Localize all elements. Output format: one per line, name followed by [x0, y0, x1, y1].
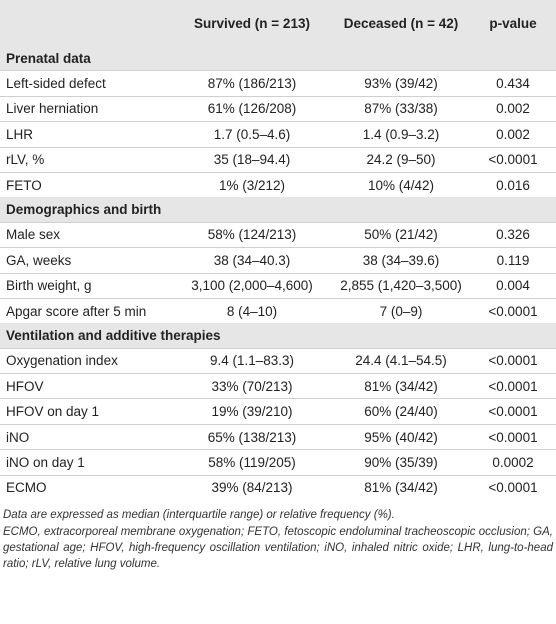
data-row: Apgar score after 5 min 8 (4–10) 7 (0–9) <0…: [0, 297, 556, 324]
section-row: Prenatal data: [0, 46, 556, 71]
cell: <0.0001: [470, 474, 556, 501]
footnote: ECMO, extracorporeal membrane oxygenatio…: [3, 526, 553, 571]
cell: 33% (70/213): [172, 373, 332, 399]
row-label: Left-sided defect: [0, 70, 172, 97]
row-label: Liver herniation: [0, 95, 172, 122]
cell: 0.016: [470, 171, 556, 198]
data-row: Male sex 58% (124/213) 50% (21/42) 0.326: [0, 221, 556, 248]
row-label: Birth weight, g: [0, 272, 172, 299]
row-label: FETO: [0, 171, 172, 198]
cell: 38 (34–39.6): [332, 247, 470, 274]
row-label: HFOV: [0, 373, 172, 399]
data-row: HFOV on day 1 19% (39/210) 60% (24/40) <0.0…: [0, 398, 556, 425]
cell: 3,100 (2,000–4,600): [172, 272, 332, 299]
cell: 10% (4/42): [332, 171, 470, 198]
cell: 7 (0–9): [332, 297, 470, 324]
table-header: Survived (n = 213) Deceased (n = 42) p-val…: [0, 0, 556, 46]
cell: 95% (40/42): [332, 423, 470, 450]
cell: 19% (39/210): [172, 398, 332, 425]
cell: <0.0001: [470, 347, 556, 374]
row-label: HFOV on day 1: [0, 398, 172, 425]
cell: 61% (126/208): [172, 95, 332, 122]
data-table: Survived (n = 213) Deceased (n = 42) p-val…: [0, 0, 556, 501]
row-label: LHR: [0, 121, 172, 148]
row-label: Male sex: [0, 221, 172, 248]
data-row: Liver herniation 61% (126/208) 87% (33/38)…: [0, 95, 556, 122]
cell: 93% (39/42): [332, 70, 470, 97]
cell: 1.7 (0.5–4.6): [172, 121, 332, 148]
data-row: GA, weeks 38 (34–40.3) 38 (34–39.6) 0.119: [0, 247, 556, 274]
row-label: Apgar score after 5 min: [0, 297, 172, 324]
cell: 60% (24/40): [332, 398, 470, 425]
cell: 0.119: [470, 247, 556, 274]
cell: <0.0001: [470, 398, 556, 425]
cell: 81% (34/42): [332, 474, 470, 501]
cell: 0.002: [470, 121, 556, 148]
cell: 0.004: [470, 272, 556, 299]
data-row: LHR 1.7 (0.5–4.6) 1.4 (0.9–3.2) 0.002: [0, 121, 556, 148]
cell: 38 (34–40.3): [172, 247, 332, 274]
section-row: Demographics and birth: [0, 197, 556, 223]
cell: 90% (35/39): [332, 449, 470, 476]
cell: 50% (21/42): [332, 221, 470, 248]
cell: <0.0001: [470, 373, 556, 399]
data-row: Left-sided defect 87% (186/213) 93% (39/42…: [0, 70, 556, 97]
cell: 65% (138/213): [172, 423, 332, 450]
section-row: Ventilation and additive therapies: [0, 323, 556, 349]
cell: <0.0001: [470, 423, 556, 450]
cell: 39% (84/213): [172, 474, 332, 501]
cell: 58% (119/205): [172, 449, 332, 476]
row-label: iNO: [0, 423, 172, 450]
section-title: Demographics and birth: [0, 197, 556, 223]
row-label: iNO on day 1: [0, 449, 172, 476]
data-row: ECMO 39% (84/213) 81% (34/42) <0.0001: [0, 474, 556, 501]
header-cell: p-value: [470, 0, 556, 46]
header-cell: [0, 0, 172, 46]
cell: 0.326: [470, 221, 556, 248]
cell: 35 (18–94.4): [172, 146, 332, 173]
cell: 1.4 (0.9–3.2): [332, 121, 470, 148]
data-row: rLV, % 35 (18–94.4) 24.2 (9–50) <0.0001: [0, 146, 556, 173]
data-row: iNO 65% (138/213) 95% (40/42) <0.0001: [0, 423, 556, 450]
cell: 24.4 (4.1–54.5): [332, 347, 470, 374]
data-row: FETO 1% (3/212) 10% (4/42) 0.016: [0, 171, 556, 198]
row-label: GA, weeks: [0, 247, 172, 274]
data-row: iNO on day 1 58% (119/205) 90% (35/39) 0.00…: [0, 449, 556, 476]
cell: 87% (33/38): [332, 95, 470, 122]
data-row: Birth weight, g 3,100 (2,000–4,600) 2,855 …: [0, 272, 556, 299]
cell: 0.002: [470, 95, 556, 122]
data-row: HFOV 33% (70/213) 81% (34/42) <0.0001: [0, 373, 556, 399]
header-row: Survived (n = 213) Deceased (n = 42) p-val…: [0, 0, 556, 46]
cell: <0.0001: [470, 297, 556, 324]
cell: 24.2 (9–50): [332, 146, 470, 173]
footnote: Data are expressed as median (interquart…: [3, 509, 395, 522]
cell: 87% (186/213): [172, 70, 332, 97]
section-title: Ventilation and additive therapies: [0, 323, 556, 349]
header-cell: Survived (n = 213): [172, 0, 332, 46]
row-label: Oxygenation index: [0, 347, 172, 374]
header-cell: Deceased (n = 42): [332, 0, 470, 46]
table-body: Prenatal data Left-sided defect 87% (186/2…: [0, 46, 556, 501]
data-row: Oxygenation index 9.4 (1.1–83.3) 24.4 (4.1…: [0, 347, 556, 374]
cell: 0.0002: [470, 449, 556, 476]
row-label: ECMO: [0, 474, 172, 501]
row-label: rLV, %: [0, 146, 172, 173]
cell: 9.4 (1.1–83.3): [172, 347, 332, 374]
section-title: Prenatal data: [0, 46, 556, 71]
cell: <0.0001: [470, 146, 556, 173]
footnotes: Data are expressed as median (interquart…: [0, 500, 556, 572]
cell: 81% (34/42): [332, 373, 470, 399]
cell: 58% (124/213): [172, 221, 332, 248]
cell: 0.434: [470, 70, 556, 97]
cell: 2,855 (1,420–3,500): [332, 272, 470, 299]
cell: 1% (3/212): [172, 171, 332, 198]
cell: 8 (4–10): [172, 297, 332, 324]
